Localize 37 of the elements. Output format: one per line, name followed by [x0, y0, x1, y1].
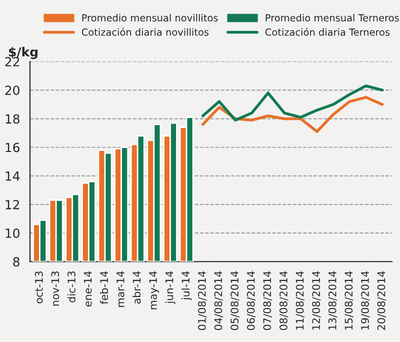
x-tick-label: mar-14	[116, 271, 124, 307]
y-axis-title: $/kg	[8, 46, 38, 60]
legend-label: Cotización diaria novillitos	[82, 28, 209, 36]
y-tick-label: 20	[5, 86, 20, 96]
x-tick-label: 13/08/2014	[328, 271, 338, 330]
y-tick-label: 14	[6, 172, 20, 181]
legend-label: Promedio mensual novillitos	[82, 14, 218, 22]
x-tick-label: jun-14	[165, 271, 176, 304]
legend-label: Promedio mensual Terneros	[266, 14, 399, 22]
x-tick-label: 04/08/2014	[214, 271, 223, 330]
x-tick-label: 08/08/2014	[280, 271, 288, 330]
x-tick-label: 07/08/2014	[263, 271, 272, 330]
y-tick-label: 12	[6, 200, 20, 210]
x-tick-label: jul-14	[182, 271, 192, 300]
x-tick-label: 11/08/2014	[296, 271, 305, 330]
y-tick-label: 10	[6, 228, 20, 238]
line-series	[201, 96, 384, 133]
x-tick-label: 06/08/2014	[246, 271, 256, 330]
x-tick-label: 12/08/2014	[312, 271, 321, 330]
x-tick-label: dic-13	[67, 271, 76, 302]
x-tick-label: 05/08/2014	[230, 271, 240, 330]
legend-label: Cotización diaria Terneros	[265, 28, 390, 36]
y-tick-label: 16	[6, 142, 20, 152]
x-tick-label: ene-14	[84, 271, 92, 307]
x-tick-label: nov-13	[51, 271, 60, 306]
x-tick-label: 01/08/2014	[198, 271, 207, 330]
line-series	[201, 84, 384, 122]
y-tick-label: 22	[5, 57, 20, 66]
x-tick-label: 19/08/2014	[361, 271, 370, 330]
x-tick-label: feb-14	[100, 271, 108, 304]
y-tick-label: 8	[13, 257, 20, 267]
x-tick-label: may-14	[149, 271, 159, 310]
x-tick-label: 20/08/2014	[377, 271, 386, 330]
x-tick-label: 15/08/2014	[344, 271, 354, 330]
x-tick-label: oct-13	[34, 271, 43, 304]
x-tick-label: abr-14	[132, 271, 141, 304]
y-tick-label: 18	[6, 114, 20, 124]
